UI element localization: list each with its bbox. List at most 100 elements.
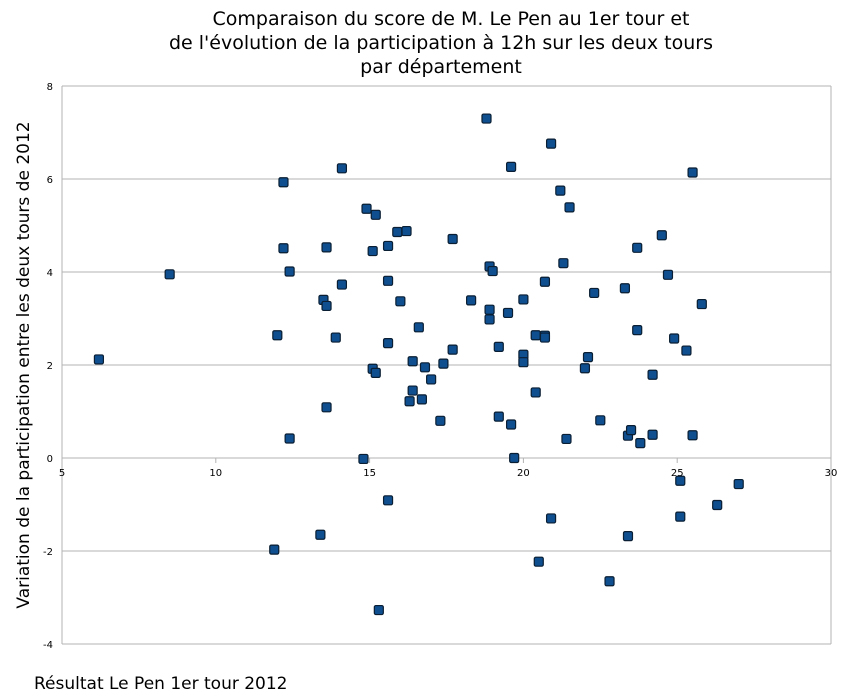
data-point-49 — [502, 307, 514, 319]
data-points — [93, 113, 744, 616]
data-point-34 — [416, 394, 427, 405]
data-point-40 — [447, 344, 458, 355]
data-point-6 — [284, 266, 295, 277]
x-tick-label-0: 5 — [59, 468, 65, 479]
chart-title-line-3: par département — [360, 56, 522, 78]
data-point-1 — [164, 269, 175, 280]
data-point-48 — [493, 411, 504, 422]
data-point-14 — [336, 163, 348, 174]
data-point-33 — [413, 322, 424, 333]
y-tick-label-5: 6 — [47, 175, 53, 186]
data-point-30 — [404, 396, 415, 407]
data-point-24 — [382, 275, 394, 286]
data-point-35 — [419, 362, 431, 373]
data-point-13 — [330, 332, 341, 343]
data-point-20 — [370, 209, 381, 220]
data-point-85 — [675, 475, 686, 486]
data-point-32 — [407, 385, 418, 396]
data-point-78 — [632, 325, 643, 336]
data-point-87 — [681, 345, 692, 356]
plot-axes — [61, 86, 832, 644]
x-axis-label: Résultat Le Pen 1er tour 2012 — [34, 674, 288, 694]
data-point-75 — [622, 531, 634, 542]
data-point-47 — [493, 341, 504, 352]
data-point-81 — [647, 429, 658, 440]
x-tick-label-4: 25 — [671, 468, 684, 479]
data-point-56 — [530, 330, 541, 341]
x-tick-label-1: 10 — [209, 468, 222, 479]
data-point-25 — [382, 338, 394, 349]
data-point-89 — [687, 430, 698, 441]
data-point-46 — [487, 265, 498, 277]
data-point-82 — [656, 230, 667, 241]
data-point-45 — [484, 314, 495, 325]
data-point-79 — [635, 438, 646, 449]
data-point-8 — [315, 529, 326, 540]
data-point-21 — [370, 367, 381, 379]
chart-title-line-1: Comparaison du score de M. Le Pen au 1er… — [213, 8, 690, 30]
data-point-51 — [505, 419, 517, 430]
x-tick-label-3: 20 — [517, 468, 530, 479]
data-point-16 — [358, 453, 369, 465]
data-point-11 — [321, 242, 332, 253]
data-point-29 — [401, 225, 412, 237]
y-tick-label-2: 0 — [47, 454, 53, 465]
data-point-91 — [712, 499, 723, 511]
x-axis-ticks: 5 10 15 20 25 30 — [59, 458, 837, 479]
data-point-53 — [518, 294, 529, 305]
data-point-27 — [392, 226, 403, 238]
data-point-65 — [558, 258, 569, 269]
data-point-10 — [321, 300, 332, 312]
data-point-71 — [595, 415, 606, 426]
chart-title: Comparaison du score de M. Le Pen au 1er… — [169, 8, 713, 78]
data-point-58 — [533, 556, 544, 567]
data-point-70 — [589, 287, 600, 299]
data-point-17 — [361, 203, 372, 214]
data-point-26 — [382, 495, 394, 506]
data-point-50 — [505, 161, 517, 173]
y-axis-ticks: -4 -2 0 2 4 6 8 — [43, 82, 53, 651]
data-point-72 — [604, 576, 615, 587]
data-point-3 — [272, 330, 283, 341]
data-point-80 — [647, 369, 658, 380]
data-point-4 — [278, 177, 289, 188]
data-point-39 — [447, 233, 458, 245]
data-point-5 — [278, 243, 289, 254]
data-point-68 — [579, 363, 591, 374]
y-tick-label-0: -4 — [43, 640, 53, 651]
data-point-90 — [696, 298, 707, 310]
data-point-42 — [481, 113, 492, 124]
y-tick-label-3: 2 — [47, 361, 53, 372]
x-tick-label-2: 15 — [363, 468, 376, 479]
data-point-36 — [426, 374, 437, 385]
data-point-67 — [564, 202, 575, 213]
data-point-69 — [582, 351, 594, 363]
data-point-23 — [382, 240, 394, 252]
data-point-73 — [619, 283, 631, 294]
data-point-37 — [435, 415, 446, 426]
data-point-44 — [484, 304, 495, 315]
data-point-38 — [438, 358, 449, 369]
data-point-28 — [395, 296, 406, 307]
data-point-86 — [675, 511, 686, 522]
data-point-59 — [539, 276, 551, 287]
y-tick-label-6: 8 — [47, 82, 53, 93]
data-point-63 — [545, 513, 557, 524]
y-axis-label: Variation de la participation entre les … — [14, 121, 34, 608]
data-point-64 — [555, 185, 566, 196]
data-point-31 — [407, 356, 418, 367]
data-point-88 — [687, 167, 698, 178]
data-point-92 — [733, 478, 744, 490]
data-point-55 — [518, 357, 529, 368]
y-tick-label-1: -2 — [43, 547, 53, 558]
data-point-7 — [284, 433, 295, 444]
grid-lines — [62, 85, 831, 645]
data-point-84 — [669, 333, 680, 344]
data-point-15 — [336, 279, 348, 290]
data-point-62 — [545, 138, 557, 149]
data-point-57 — [530, 387, 541, 398]
y-tick-label-4: 4 — [47, 268, 53, 279]
data-point-77 — [632, 242, 643, 253]
data-point-0 — [93, 354, 105, 365]
